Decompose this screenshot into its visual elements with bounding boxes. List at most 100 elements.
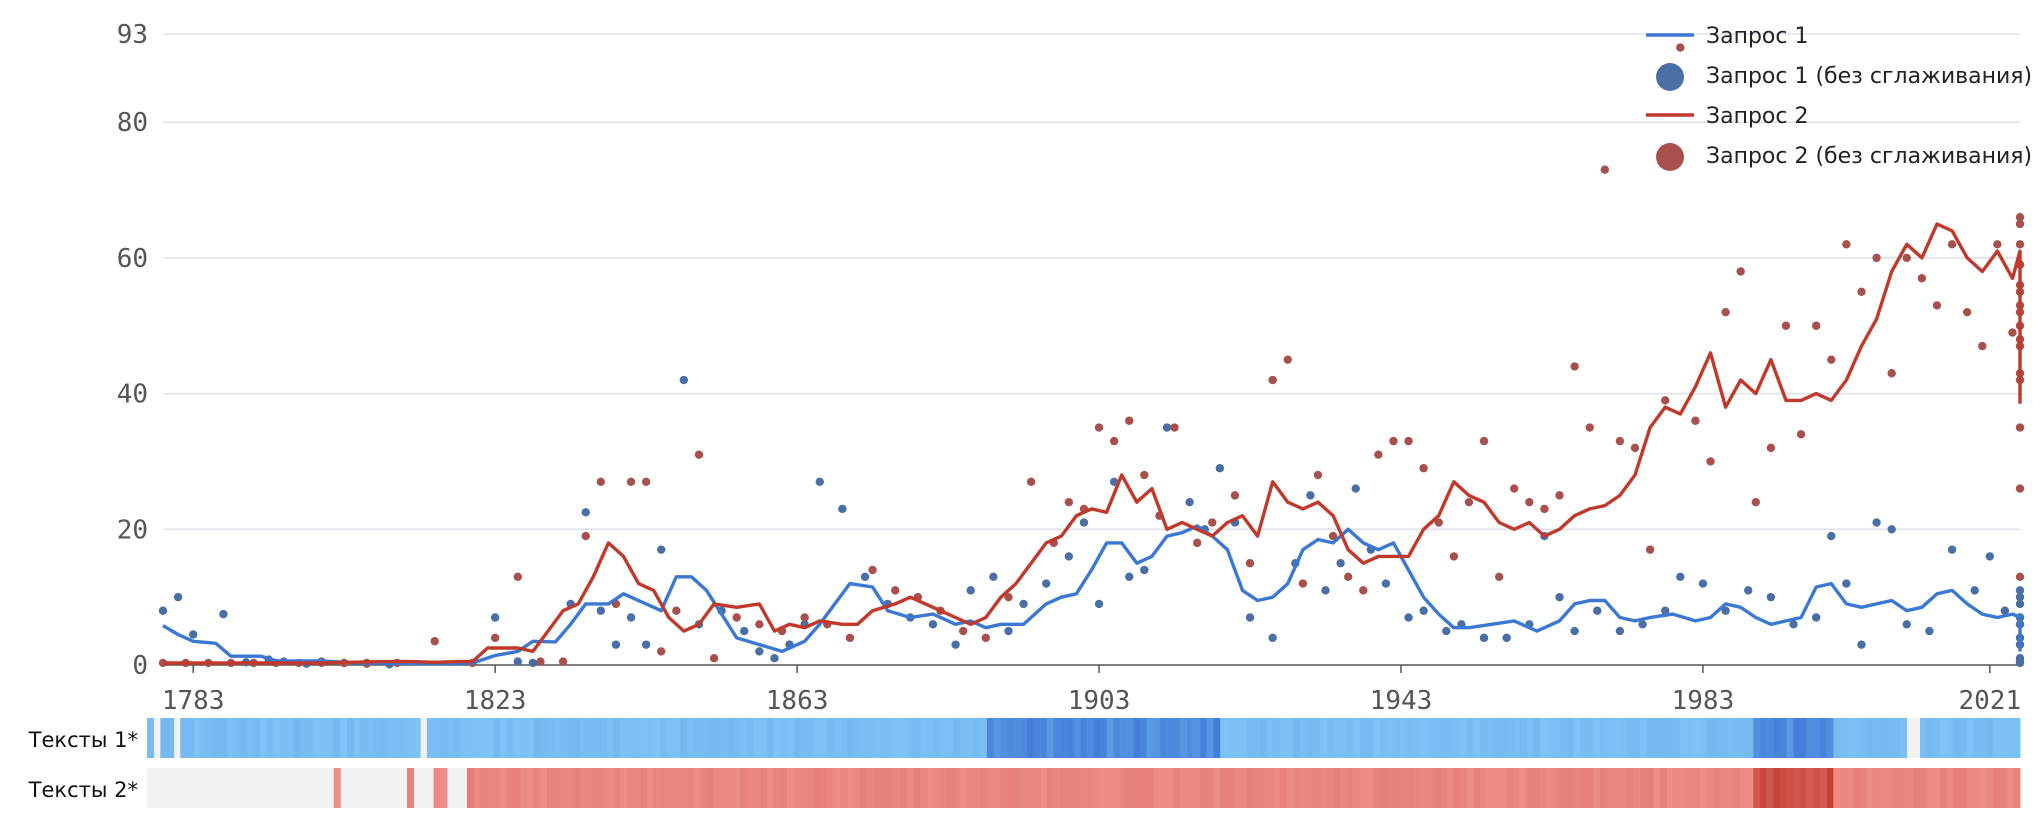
strip-cell-shade <box>406 718 415 758</box>
data-point <box>1494 572 1504 581</box>
strip-cell-shade <box>1713 718 1721 758</box>
strip-cell <box>773 768 781 808</box>
strip-cell <box>686 718 694 758</box>
strip-cell <box>1640 768 1648 808</box>
strip-cell <box>493 768 501 808</box>
strip-cell-shade <box>1533 718 1541 758</box>
strip-cell <box>593 768 601 808</box>
strip-cell <box>620 718 628 758</box>
strip-cell-shade <box>320 718 328 758</box>
strip-cell-shade <box>1413 768 1421 808</box>
strip-cell <box>1520 718 1528 758</box>
strip-cell <box>1246 768 1254 808</box>
strip-cell-shade <box>1720 768 1728 808</box>
strip-cell <box>1666 718 1674 758</box>
strip-cell <box>1846 768 1854 808</box>
strip-cell <box>1833 768 1841 808</box>
strip-cell <box>1020 768 1028 808</box>
strip-cell <box>700 768 708 808</box>
strip-cell-shade <box>600 768 608 808</box>
strip-cell <box>240 718 248 758</box>
data-point <box>173 592 183 602</box>
strip-cell-shade <box>1400 768 1408 808</box>
strip-cell-shade <box>1033 718 1041 758</box>
strip-cell-shade <box>1433 768 1441 808</box>
data-point <box>1343 572 1353 581</box>
strip-cell <box>640 768 648 808</box>
strip-cell <box>1146 768 1154 808</box>
strip-cell <box>1533 718 1541 758</box>
strip-cell <box>773 718 781 758</box>
data-point <box>1328 531 1338 541</box>
strip-cell <box>840 718 848 758</box>
strip-cell <box>1433 718 1441 758</box>
strip-cell <box>1973 768 1981 808</box>
y-tick-label: 0 <box>132 651 148 681</box>
strip-cell <box>1526 718 1534 758</box>
strip-cell <box>1373 718 1381 758</box>
strip-cell <box>226 718 235 758</box>
strip-cell <box>1906 768 1914 808</box>
strip-cell-shade <box>1933 718 1941 758</box>
data-point <box>1321 586 1330 595</box>
strip-cell-shade <box>1873 768 1881 808</box>
data-point <box>1162 423 1172 432</box>
strip-cell <box>1713 768 1721 808</box>
strip-cell <box>1380 768 1388 808</box>
strip-cell <box>1233 718 1241 758</box>
strip-cell <box>1993 718 2001 758</box>
strip-cell <box>1893 718 1901 758</box>
data-point <box>430 637 439 646</box>
strip-cell-shade <box>1506 718 1514 758</box>
data-point <box>1676 43 1685 52</box>
strip-cell-shade <box>1400 718 1407 758</box>
strip-cell <box>553 768 561 808</box>
strip-cell <box>1140 768 1148 808</box>
strip-cell-shade <box>433 718 441 758</box>
strip-cell-shade <box>1646 768 1654 808</box>
strip-cell-shade <box>980 718 988 758</box>
strip-cell <box>913 768 921 808</box>
series-line <box>162 524 2022 666</box>
strip-cell-shade <box>1300 768 1308 808</box>
strip-cell-shade <box>593 768 601 808</box>
strip-cell-shade <box>1233 768 1241 808</box>
data-point <box>1721 307 1730 317</box>
strip-cell <box>1993 768 2001 808</box>
strip-cell-shade <box>686 718 694 758</box>
legend-dot-swatch <box>1656 63 1684 91</box>
strip-cell-shade <box>333 718 341 758</box>
strip-cell-shade <box>980 768 988 808</box>
strip-cell <box>1553 768 1561 808</box>
strip-cell <box>533 768 541 808</box>
strip-cell <box>1446 718 1454 758</box>
legend[interactable]: Запрос 1 Запрос 1 (без сглаживания) Запрос… <box>1646 24 2032 171</box>
strip-cell <box>306 718 315 758</box>
strip-cell <box>726 768 734 808</box>
strip-cell-shade <box>900 768 908 808</box>
strip-cell <box>780 768 788 808</box>
strip-cell <box>713 718 721 758</box>
data-point <box>2015 219 2025 229</box>
data-point <box>800 613 809 622</box>
strip-cell-shade <box>1166 718 1174 758</box>
strip-cell-shade <box>1526 768 1534 808</box>
strip-cell-shade <box>800 768 808 808</box>
strip-cell-shade <box>1480 768 1488 808</box>
strip-cell <box>1726 718 1734 758</box>
strip-cell <box>900 718 908 758</box>
strip-cell-shade <box>580 768 588 808</box>
strip-cell <box>640 718 648 758</box>
strip-cell <box>1613 768 1621 808</box>
strip-cell <box>233 718 241 758</box>
y-axis: 0 20 40 60 80 93 <box>117 20 148 681</box>
strip-cell <box>1346 768 1354 808</box>
strip-cell <box>1193 768 1201 808</box>
strip-cell-shade <box>1920 768 1928 808</box>
strip-cell <box>2000 718 2008 758</box>
strip-cell <box>786 768 794 808</box>
strip-cell <box>1700 768 1708 808</box>
data-point <box>1192 538 1202 548</box>
data-point <box>694 450 704 459</box>
strip-cell <box>960 718 968 758</box>
